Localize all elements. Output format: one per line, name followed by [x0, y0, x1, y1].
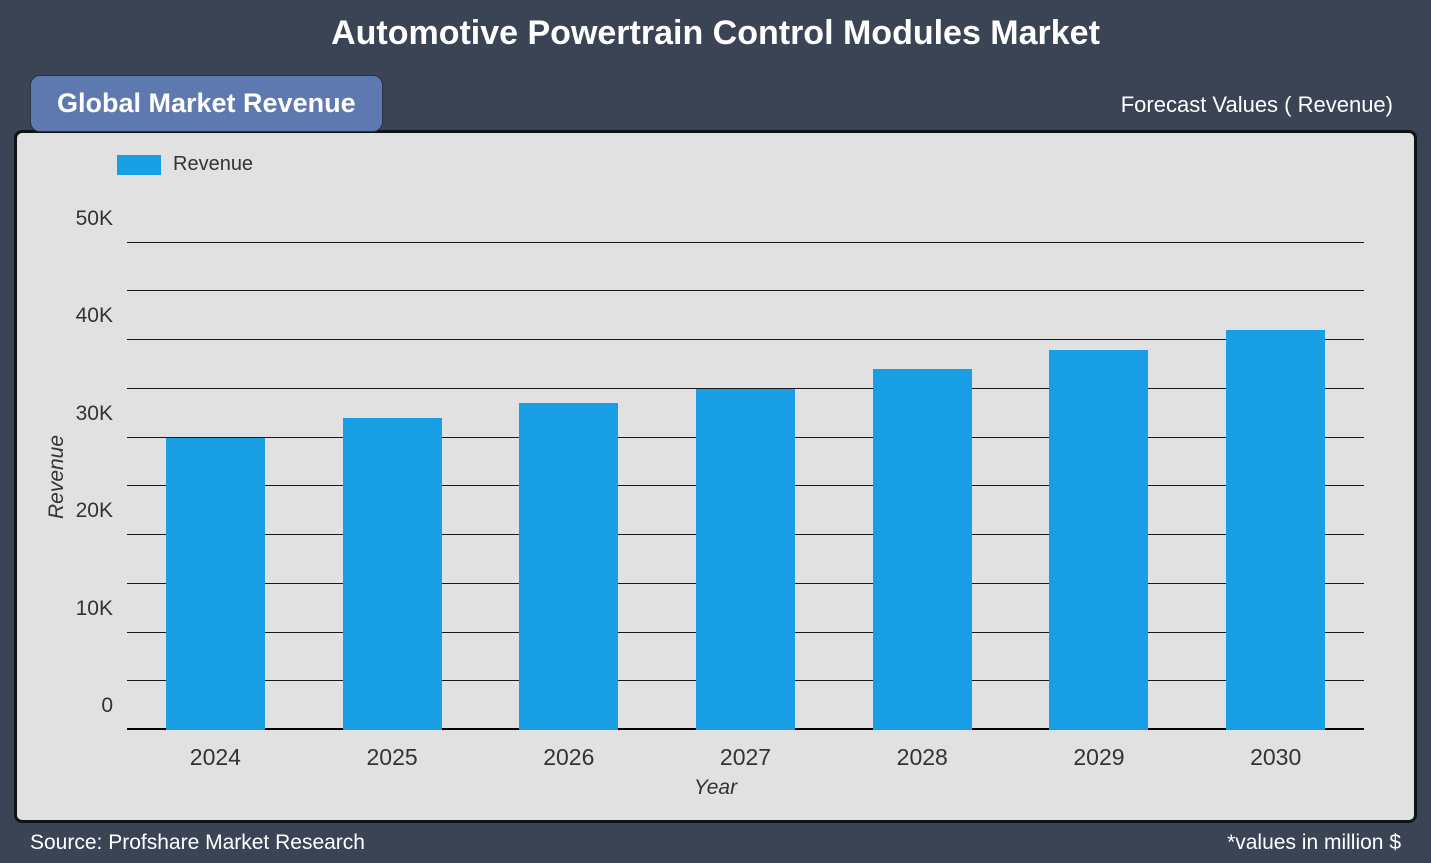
y-tick-label: 40K [76, 304, 113, 328]
chart-panel: Revenue Revenue 202420252026202720282029… [14, 130, 1417, 823]
bar [873, 369, 972, 730]
bar [343, 418, 442, 730]
bar [166, 438, 265, 731]
bar-slot: 2029 [1011, 223, 1188, 730]
y-tick-label: 50K [76, 207, 113, 231]
market-revenue-badge: Global Market Revenue [30, 75, 383, 132]
x-tick-label: 2029 [1073, 744, 1124, 771]
bar-slot: 2028 [834, 223, 1011, 730]
bar [1226, 330, 1325, 730]
y-tick-label: 10K [76, 597, 113, 621]
y-axis-label: Revenue [45, 434, 69, 518]
bar-slot: 2024 [127, 223, 304, 730]
bar [519, 403, 618, 730]
x-tick-label: 2027 [720, 744, 771, 771]
bar-slot: 2030 [1187, 223, 1364, 730]
legend-label: Revenue [173, 153, 253, 176]
x-tick-label: 2026 [543, 744, 594, 771]
y-tick-label: 30K [76, 402, 113, 426]
x-tick-label: 2025 [366, 744, 417, 771]
chart-title: Automotive Powertrain Control Modules Ma… [0, 0, 1431, 63]
y-tick-label: 0 [101, 694, 113, 718]
footer-source: Source: Profshare Market Research [30, 831, 365, 855]
y-tick-label: 20K [76, 499, 113, 523]
bar-slot: 2027 [657, 223, 834, 730]
bar-slot: 2025 [304, 223, 481, 730]
x-axis-label: Year [694, 776, 737, 800]
bar [696, 389, 795, 730]
legend-swatch [117, 155, 161, 175]
bar [1049, 350, 1148, 730]
footer-units: *values in million $ [1227, 831, 1401, 855]
bar-slot: 2026 [480, 223, 657, 730]
x-tick-label: 2028 [897, 744, 948, 771]
legend: Revenue [117, 153, 253, 176]
bars-container: 2024202520262027202820292030 [127, 223, 1364, 730]
plot-area: 2024202520262027202820292030 010K20K30K4… [127, 223, 1364, 730]
forecast-values-label: Forecast Values ( Revenue) [1121, 92, 1393, 118]
x-tick-label: 2030 [1250, 744, 1301, 771]
x-tick-label: 2024 [190, 744, 241, 771]
